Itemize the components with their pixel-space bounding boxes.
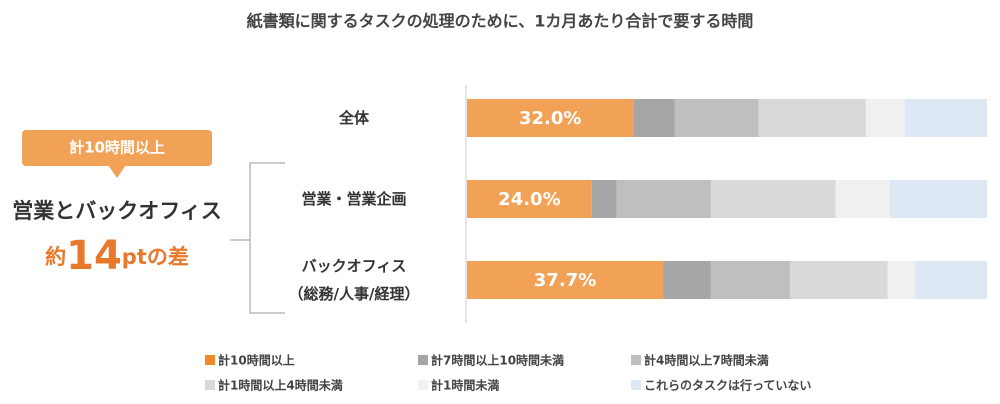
bar-segment xyxy=(663,261,711,299)
bar-segment xyxy=(865,99,905,137)
bar-segment xyxy=(904,99,987,137)
bar-segment xyxy=(835,180,890,218)
bar-segment xyxy=(758,99,866,137)
bar-segment xyxy=(710,261,790,299)
legend-swatch xyxy=(205,380,215,390)
legend-swatch xyxy=(418,355,428,365)
value-label: 24.0% xyxy=(498,189,560,210)
bar-segment xyxy=(633,99,675,137)
bar-segment xyxy=(467,99,634,137)
bar-segment xyxy=(467,180,592,218)
category-label: 営業・営業企画 xyxy=(301,190,407,208)
value-label: 37.7% xyxy=(534,270,596,291)
legend-swatch xyxy=(418,380,428,390)
bar-segment xyxy=(914,261,987,299)
legend-swatch xyxy=(631,355,641,365)
category-label: バックオフィス （総務/人事/経理） xyxy=(288,257,420,303)
value-label: 32.0% xyxy=(519,108,581,129)
legend-swatch xyxy=(631,380,641,390)
badge-pointer xyxy=(108,165,126,178)
difference-part: 約 xyxy=(45,245,66,269)
legend-label: 計10時間以上 xyxy=(218,353,295,368)
bar-segment xyxy=(887,261,915,299)
legend-label: 計4時間以上7時間未満 xyxy=(644,353,769,368)
legend-label: これらのタスクは行っていない xyxy=(644,378,811,393)
legend-label: 計1時間未満 xyxy=(431,378,499,393)
difference-part: ptの差 xyxy=(122,245,189,269)
bar-segment xyxy=(710,180,836,218)
difference-part: 14 xyxy=(66,233,122,279)
chart-title: 紙書類に関するタスクの処理のために、1カ月あたり合計で要する時間 xyxy=(247,12,754,31)
annotation-label: 営業とバックオフィス xyxy=(12,199,222,223)
badge-text: 計10時間以上 xyxy=(69,139,165,157)
bar-segment xyxy=(591,180,617,218)
bracket xyxy=(230,162,285,314)
difference: 約14ptの差 xyxy=(45,233,189,279)
legend-label: 計7時間以上10時間未満 xyxy=(431,353,564,368)
bar-segment xyxy=(789,261,888,299)
badge xyxy=(22,130,212,166)
bar-segment xyxy=(616,180,711,218)
category-label: 全体 xyxy=(338,109,369,127)
bar-segment xyxy=(467,261,664,299)
legend-swatch xyxy=(205,355,215,365)
legend-label: 計1時間以上4時間未満 xyxy=(218,378,343,393)
bar-segment xyxy=(674,99,759,137)
bar-segment xyxy=(889,180,987,218)
